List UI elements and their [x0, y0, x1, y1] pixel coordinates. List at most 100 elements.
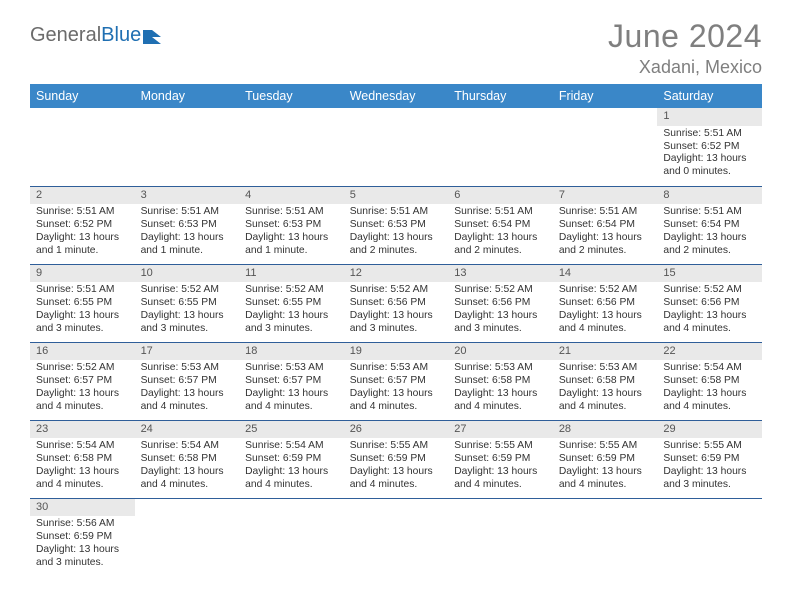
day-number: 9 — [30, 265, 135, 283]
daylight-text: and 3 minutes. — [36, 557, 129, 570]
daylight-text: and 4 minutes. — [245, 479, 338, 492]
day-number: 17 — [135, 343, 240, 361]
daylight-text: and 4 minutes. — [350, 401, 443, 414]
brand-part1: General — [30, 24, 101, 47]
calendar-day-cell: 26Sunrise: 5:55 AMSunset: 6:59 PMDayligh… — [344, 420, 449, 498]
sunrise-text: Sunrise: 5:52 AM — [245, 284, 338, 297]
day-number: 4 — [239, 187, 344, 205]
calendar-day-cell: .. — [344, 498, 449, 576]
daylight-text: and 1 minute. — [141, 245, 234, 258]
daylight-text: Daylight: 13 hours — [559, 310, 652, 323]
day-details: Sunrise: 5:51 AMSunset: 6:53 PMDaylight:… — [135, 204, 240, 261]
sunrise-text: Sunrise: 5:52 AM — [663, 284, 756, 297]
day-number: 11 — [239, 265, 344, 283]
calendar-day-cell: 9Sunrise: 5:51 AMSunset: 6:55 PMDaylight… — [30, 264, 135, 342]
day-number: 24 — [135, 421, 240, 439]
calendar-day-cell: 20Sunrise: 5:53 AMSunset: 6:58 PMDayligh… — [448, 342, 553, 420]
day-details: Sunrise: 5:55 AMSunset: 6:59 PMDaylight:… — [344, 438, 449, 495]
sunrise-text: Sunrise: 5:51 AM — [350, 206, 443, 219]
calendar-day-cell: .. — [135, 108, 240, 186]
day-number: 1 — [657, 108, 762, 126]
title-block: June 2024 Xadani, Mexico — [608, 18, 762, 78]
day-details: Sunrise: 5:52 AMSunset: 6:56 PMDaylight:… — [344, 282, 449, 339]
daylight-text: and 3 minutes. — [454, 323, 547, 336]
daylight-text: Daylight: 13 hours — [454, 466, 547, 479]
daylight-text: and 2 minutes. — [663, 245, 756, 258]
calendar-week-row: 2Sunrise: 5:51 AMSunset: 6:52 PMDaylight… — [30, 186, 762, 264]
day-number: 5 — [344, 187, 449, 205]
daylight-text: Daylight: 13 hours — [141, 232, 234, 245]
daylight-text: and 4 minutes. — [36, 479, 129, 492]
calendar-day-cell: 27Sunrise: 5:55 AMSunset: 6:59 PMDayligh… — [448, 420, 553, 498]
day-number: 8 — [657, 187, 762, 205]
day-details: Sunrise: 5:52 AMSunset: 6:55 PMDaylight:… — [239, 282, 344, 339]
day-number: 15 — [657, 265, 762, 283]
day-details: Sunrise: 5:52 AMSunset: 6:56 PMDaylight:… — [553, 282, 658, 339]
sunset-text: Sunset: 6:53 PM — [350, 219, 443, 232]
brand-logo: GeneralBlue — [30, 24, 169, 47]
day-details: Sunrise: 5:55 AMSunset: 6:59 PMDaylight:… — [553, 438, 658, 495]
sunset-text: Sunset: 6:56 PM — [559, 297, 652, 310]
daylight-text: and 4 minutes. — [350, 479, 443, 492]
day-details: Sunrise: 5:52 AMSunset: 6:55 PMDaylight:… — [135, 282, 240, 339]
calendar-day-cell: 23Sunrise: 5:54 AMSunset: 6:58 PMDayligh… — [30, 420, 135, 498]
day-number: 10 — [135, 265, 240, 283]
daylight-text: and 4 minutes. — [141, 401, 234, 414]
sunrise-text: Sunrise: 5:55 AM — [454, 440, 547, 453]
day-details: Sunrise: 5:53 AMSunset: 6:57 PMDaylight:… — [135, 360, 240, 417]
calendar-day-cell: .. — [239, 108, 344, 186]
sunset-text: Sunset: 6:53 PM — [245, 219, 338, 232]
calendar-day-cell: .. — [30, 108, 135, 186]
weekday-header: Wednesday — [344, 84, 449, 108]
day-number: 22 — [657, 343, 762, 361]
sunset-text: Sunset: 6:58 PM — [663, 375, 756, 388]
sunrise-text: Sunrise: 5:52 AM — [454, 284, 547, 297]
sunset-text: Sunset: 6:53 PM — [141, 219, 234, 232]
daylight-text: Daylight: 13 hours — [663, 310, 756, 323]
sunset-text: Sunset: 6:54 PM — [559, 219, 652, 232]
day-number: 28 — [553, 421, 658, 439]
daylight-text: Daylight: 13 hours — [141, 310, 234, 323]
daylight-text: and 4 minutes. — [141, 479, 234, 492]
sunset-text: Sunset: 6:52 PM — [36, 219, 129, 232]
day-details: Sunrise: 5:51 AMSunset: 6:55 PMDaylight:… — [30, 282, 135, 339]
sunset-text: Sunset: 6:55 PM — [245, 297, 338, 310]
calendar-day-cell: 7Sunrise: 5:51 AMSunset: 6:54 PMDaylight… — [553, 186, 658, 264]
sunset-text: Sunset: 6:57 PM — [245, 375, 338, 388]
sunrise-text: Sunrise: 5:53 AM — [350, 362, 443, 375]
daylight-text: Daylight: 13 hours — [559, 388, 652, 401]
day-number: 13 — [448, 265, 553, 283]
day-number: 25 — [239, 421, 344, 439]
calendar-day-cell: 16Sunrise: 5:52 AMSunset: 6:57 PMDayligh… — [30, 342, 135, 420]
daylight-text: Daylight: 13 hours — [36, 232, 129, 245]
daylight-text: Daylight: 13 hours — [245, 310, 338, 323]
sunrise-text: Sunrise: 5:52 AM — [141, 284, 234, 297]
daylight-text: Daylight: 13 hours — [559, 232, 652, 245]
daylight-text: and 4 minutes. — [454, 401, 547, 414]
day-details: Sunrise: 5:55 AMSunset: 6:59 PMDaylight:… — [657, 438, 762, 495]
calendar-day-cell: 14Sunrise: 5:52 AMSunset: 6:56 PMDayligh… — [553, 264, 658, 342]
sunrise-text: Sunrise: 5:51 AM — [663, 128, 756, 141]
daylight-text: Daylight: 13 hours — [454, 310, 547, 323]
weekday-header: Saturday — [657, 84, 762, 108]
day-details: Sunrise: 5:51 AMSunset: 6:52 PMDaylight:… — [657, 126, 762, 183]
daylight-text: Daylight: 13 hours — [350, 466, 443, 479]
sunrise-text: Sunrise: 5:56 AM — [36, 518, 129, 531]
calendar-day-cell: 4Sunrise: 5:51 AMSunset: 6:53 PMDaylight… — [239, 186, 344, 264]
calendar-day-cell: 24Sunrise: 5:54 AMSunset: 6:58 PMDayligh… — [135, 420, 240, 498]
sunrise-text: Sunrise: 5:53 AM — [245, 362, 338, 375]
calendar-day-cell: .. — [239, 498, 344, 576]
day-number: 2 — [30, 187, 135, 205]
day-details: Sunrise: 5:51 AMSunset: 6:53 PMDaylight:… — [239, 204, 344, 261]
day-details: Sunrise: 5:53 AMSunset: 6:58 PMDaylight:… — [553, 360, 658, 417]
day-number: 21 — [553, 343, 658, 361]
daylight-text: and 3 minutes. — [36, 323, 129, 336]
sunset-text: Sunset: 6:58 PM — [454, 375, 547, 388]
day-number: 18 — [239, 343, 344, 361]
daylight-text: Daylight: 13 hours — [36, 466, 129, 479]
day-details: Sunrise: 5:54 AMSunset: 6:58 PMDaylight:… — [135, 438, 240, 495]
daylight-text: and 4 minutes. — [245, 401, 338, 414]
sunrise-text: Sunrise: 5:52 AM — [559, 284, 652, 297]
daylight-text: Daylight: 13 hours — [454, 388, 547, 401]
sunset-text: Sunset: 6:59 PM — [454, 453, 547, 466]
